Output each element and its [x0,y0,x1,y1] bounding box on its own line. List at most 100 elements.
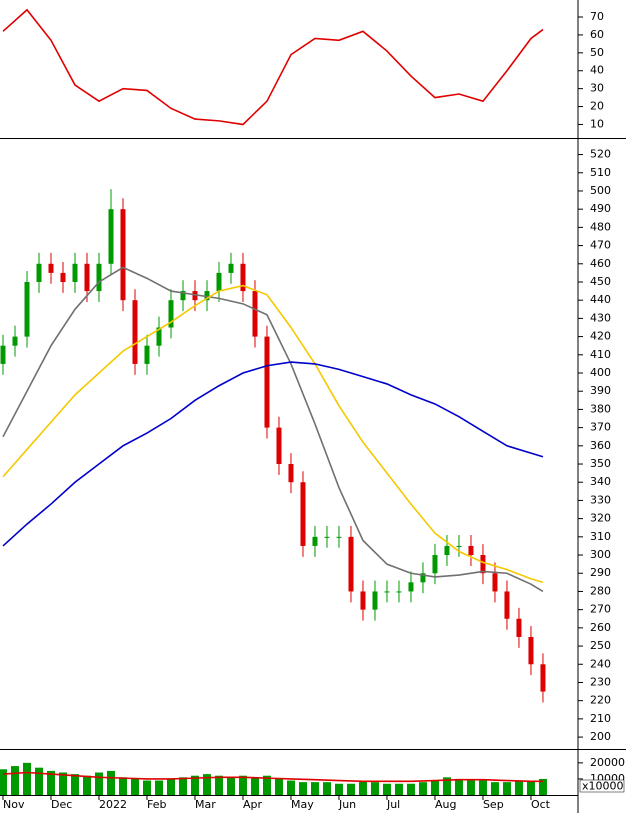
line-series [2,8,544,126]
y-tick-label: 300 [590,548,611,561]
candle-body [60,272,66,282]
volume-bar [238,775,247,795]
y-tick-label: 20 [590,100,604,113]
candle-body [504,591,510,619]
x-tick-label: May [291,798,314,811]
volume-bar [130,778,139,795]
candle-body [12,336,18,346]
x-tick-label: Aug [435,798,456,811]
y-tick-label: 290 [590,566,611,579]
y-tick-label: 70 [590,10,604,23]
candle-body [480,555,486,574]
candle-body [252,291,258,337]
volume-bar [358,780,367,795]
volume-bar [250,777,259,795]
y-tick-label: 210 [590,712,611,725]
volume-bar [166,778,175,795]
candle-body [516,618,522,637]
volume-bar [298,782,307,795]
volume-bar [478,780,487,795]
candle-body [432,555,438,574]
volume-bar [286,780,295,795]
y-tick-label: 460 [590,257,611,270]
volume-bar [154,780,163,795]
volume-bar [94,772,103,795]
candle-body [84,263,90,292]
candle-body [276,427,282,465]
candle-body [240,263,246,292]
y-tick-label: 200 [590,730,611,743]
y-tick-label: 260 [590,621,611,634]
volume-bar [214,775,223,795]
volume-bar [10,766,19,795]
line-series [2,284,544,584]
candle-body [420,573,426,583]
y-tick-label: 420 [590,330,611,343]
volume-bar [514,780,523,795]
y-tick-label: 410 [590,348,611,361]
volume-bar [334,783,343,795]
volume-bar [526,780,535,795]
candle-body [396,591,402,593]
volume-bar [178,777,187,795]
candle-body [48,263,54,273]
y-tick-label: 450 [590,275,611,288]
candle-body [180,291,186,301]
candle-body [228,263,234,273]
x-tick-label: Mar [195,798,216,811]
y-tick-label: 480 [590,220,611,233]
candle-body [156,327,162,346]
x-tick-label: Nov [3,798,25,811]
y-tick-label: 40 [590,64,604,77]
y-tick-label: 340 [590,475,611,488]
line-series [2,771,543,783]
y-tick-label: 270 [590,603,611,616]
y-tick-label: 240 [590,657,611,670]
candle-body [492,573,498,592]
y-tick-label: 500 [590,184,611,197]
candle-body [336,536,342,538]
candle-body [372,591,378,610]
x-tick-label: Sep [483,798,504,811]
unit-box [579,779,625,793]
y-tick-label: 490 [590,202,611,215]
x-tick-label: Jun [338,798,356,811]
x-tick-label: Dec [51,798,72,811]
volume-bar [34,767,43,795]
x-tick-label: 2022 [99,798,127,811]
volume-bar [58,772,67,795]
candle-body [324,536,330,538]
y-tick-label: 30 [590,82,604,95]
volume-bar [202,774,211,795]
volume-bar [430,780,439,795]
candle-body [540,664,546,692]
candle-body [348,536,354,592]
line-series [2,266,544,593]
y-tick-label: 220 [590,694,611,707]
candle-body [528,636,534,665]
volume-bar [466,780,475,795]
y-tick-label: 360 [590,439,611,452]
volume-bar [346,783,355,795]
candle-body [168,300,174,328]
candle-body [456,545,462,547]
x-tick-label: Feb [147,798,166,811]
x-tick-label: Oct [531,798,551,811]
y-tick-label: 390 [590,384,611,397]
volume-bar [0,769,7,795]
volume-bar [454,778,463,795]
y-tick-label: 320 [590,512,611,525]
y-tick-label: 230 [590,675,611,688]
y-tick-label: 310 [590,530,611,543]
volume-bar [490,782,499,795]
y-tick-label: 400 [590,366,611,379]
candle-body [36,263,42,282]
line-series [2,361,544,547]
volume-bar [274,778,283,795]
volume-bar [46,770,55,795]
y-tick-label: 250 [590,639,611,652]
volume-bar [322,782,331,795]
volume-bar [262,775,271,795]
y-tick-label: 430 [590,311,611,324]
volume-bar [442,777,451,795]
